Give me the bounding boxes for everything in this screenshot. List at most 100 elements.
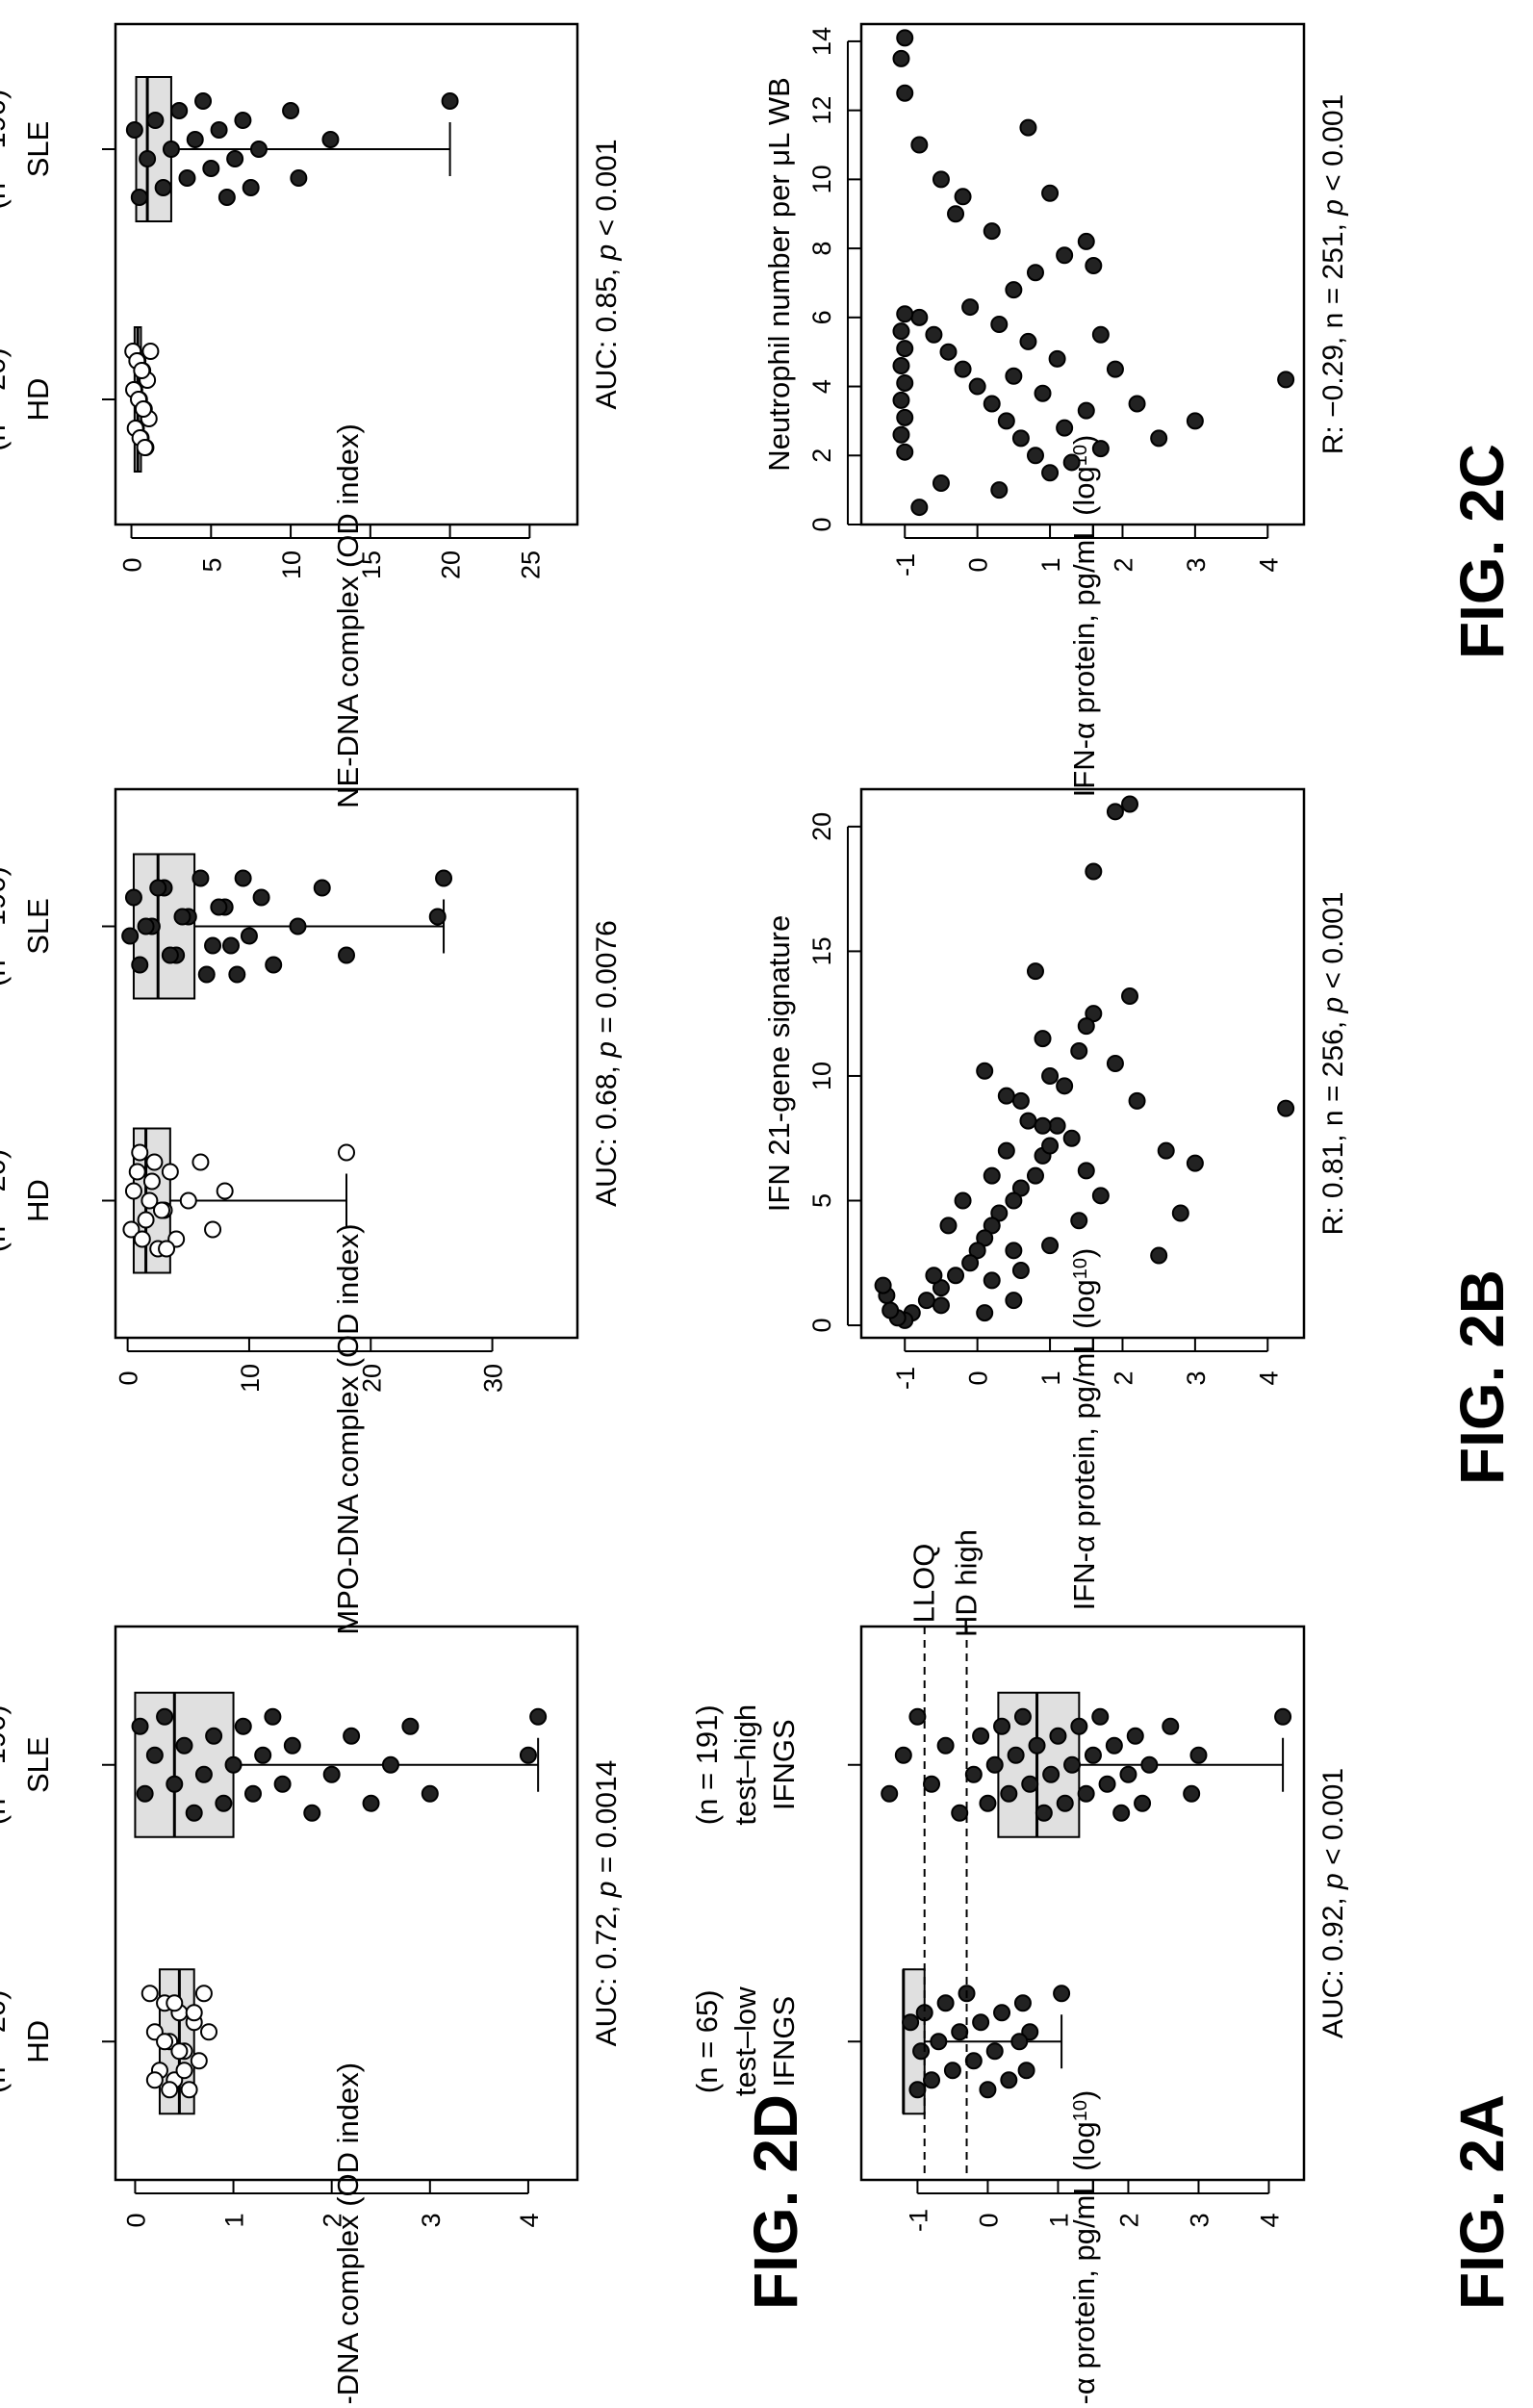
panel-2d-ne-data-point: [170, 102, 189, 119]
panel-2c-data-point: [1026, 447, 1044, 465]
panel-2b-data-point: [1041, 1137, 1060, 1155]
panel-2b-data-point: [1128, 1091, 1146, 1110]
panel-2c-y-tick-label: 3: [1182, 557, 1211, 572]
panel-2b-data-point: [1034, 1116, 1052, 1135]
panel-2c-data-point: [1034, 384, 1052, 402]
panel-2b-y-axis-label: IFN-α protein, pg/mL (log10): [1067, 1248, 1101, 1611]
panel-2d-cith3-data-point: [161, 2081, 179, 2099]
panel-2d-mpo-data-point: [240, 927, 258, 945]
panel-2c-data-point: [1085, 257, 1103, 275]
panel-2d-mpo-data-point: [252, 888, 270, 907]
panel-2a-category-sublabel: test–high: [728, 1704, 762, 1826]
panel-2c-data-point: [1091, 325, 1110, 344]
panel-2b-data-point: [997, 1087, 1015, 1105]
panel-2d-mpo-data-point: [133, 1230, 151, 1248]
panel-2d-ne-category-n: (n = 20): [0, 347, 12, 451]
panel-2b-data-point: [1019, 1112, 1037, 1130]
panel-2b-data-point: [1041, 1066, 1060, 1085]
panel-2a-data-point: [979, 2081, 997, 2099]
panel-2d-mpo-data-point: [149, 879, 167, 897]
panel-2a-data-point: [972, 2013, 990, 2032]
panel-2c-data-point: [1150, 429, 1168, 448]
panel-2c-data-point: [1077, 401, 1095, 420]
panel-2d-ne-data-point: [141, 343, 160, 360]
panel-2b-data-point: [1106, 803, 1124, 821]
panel-2b-data-point: [1091, 1187, 1110, 1205]
panel-2a-y-tick-label: 1: [1044, 2213, 1073, 2227]
panel-2d-mpo-data-point: [161, 1163, 179, 1181]
panel-2d-mpo-category-label: HD: [21, 1179, 55, 1222]
panel-2d-mpo-data-point: [142, 1172, 161, 1191]
panel-2d-cith3-data-point: [205, 1727, 223, 1745]
panel-2c-x-tick-label: 8: [807, 242, 836, 256]
panel-2b-data-point: [990, 1204, 1009, 1222]
panel-2c-data-point: [939, 343, 958, 361]
panel-2c-data-point: [1005, 367, 1023, 385]
panel-2b-annotation: R: 0.81, n = 256, p < 0.001: [1317, 892, 1349, 1236]
panel-2c-data-point: [892, 391, 910, 409]
panel-2d-ne-data-point: [162, 141, 180, 158]
panel-2a-data-point: [985, 2042, 1004, 2061]
panel-2c-data-point: [1128, 395, 1146, 413]
panel-2c-y-tick-label: 1: [1036, 557, 1065, 572]
panel-2c-data-point: [954, 360, 972, 378]
panel-2a-data-point: [1189, 1746, 1208, 1764]
panel-2d-cith3-box: [134, 1691, 235, 1838]
panel-2a-data-point: [964, 2052, 983, 2070]
panel-2a-y-tick-label: 4: [1255, 2213, 1284, 2227]
panel-2b-y-tick-label: 4: [1254, 1371, 1283, 1385]
panel-2d-cith3-category-n: (n = 190): [0, 1704, 12, 1825]
panel-2a-data-point: [1013, 1994, 1032, 2012]
panel-2a-data-point: [993, 1717, 1011, 1735]
panel-2d-mpo-data-point: [338, 1143, 355, 1162]
panel-2d-cith3-data-point: [381, 1755, 399, 1774]
panel-2d-cith3-data-point: [303, 1804, 321, 1822]
panel-2d-cith3-y-tick-label: 0: [121, 2213, 150, 2227]
panel-2d-mpo-data-point: [137, 917, 155, 935]
panel-2c-data-point: [1041, 184, 1060, 202]
panel-2c-data-point: [892, 49, 910, 67]
panel-2d-cith3-data-point: [131, 1717, 149, 1735]
panel-2a-category-n: (n = 65): [690, 1989, 724, 2093]
panel-2d-mpo-data-point: [145, 1153, 164, 1171]
panel-2b-y-tick-label: 3: [1182, 1371, 1211, 1385]
panel-2d-cith3-data-point: [194, 1765, 213, 1783]
panel-2c-y-tick-label: -1: [891, 553, 920, 576]
panel-2a-category-label: IFNGS: [767, 1996, 801, 2088]
panel-2d-cith3-data-point: [343, 1727, 361, 1745]
panel-2a-category-sublabel: test–low: [728, 1986, 762, 2096]
panel-2c-data-point: [1077, 232, 1095, 250]
panel-2b-data-point: [939, 1217, 958, 1235]
panel-2b-data-point: [1106, 1055, 1124, 1072]
panel-2a-data-point: [1028, 1736, 1046, 1755]
panel-2b-data-point: [976, 1062, 994, 1080]
panel-2d-cith3-data-point: [156, 1707, 174, 1726]
panel-2d-cith3-data-point: [175, 1736, 193, 1755]
panel-2a-data-point: [1140, 1755, 1159, 1774]
panel-2c-x-tick-label: 0: [807, 517, 836, 531]
panel-2b-data-point: [925, 1267, 943, 1285]
panel-2c-data-point: [932, 170, 950, 189]
panel-2a-y-tick-label: 0: [974, 2213, 1003, 2227]
panel-2b-data-point: [961, 1254, 980, 1272]
panel-2d-ne-category-label: HD: [21, 378, 55, 422]
panel-2c-data-point: [896, 408, 914, 426]
panel-2d-ne-data-point: [178, 169, 196, 187]
panel-2d-ne-data-point: [441, 92, 459, 110]
panel-2a-data-point: [993, 2004, 1011, 2022]
panel-2d-mpo-data-point: [210, 898, 228, 916]
panel-2d-cith3-data-point: [273, 1775, 292, 1793]
panel-2c-data-point: [954, 188, 972, 206]
panel-2d-cith3-data-point: [136, 1784, 154, 1803]
panel-2d-ne-y-tick-label: 15: [357, 551, 386, 579]
panel-2d-mpo-data-point: [158, 1240, 176, 1258]
panel-2d-cith3-data-point: [254, 1746, 272, 1764]
panel-2d-ne-data-point: [242, 179, 260, 196]
panel-2c-data-point: [892, 357, 910, 375]
panel-2b-data-point: [976, 1229, 994, 1247]
panel-2c-data-point: [983, 222, 1001, 241]
panel-2d-ne-annotation: AUC: 0.85, p < 0.001: [591, 139, 623, 409]
panel-2c-x-tick-label: 2: [807, 448, 836, 463]
panel-2c-data-point: [1011, 429, 1030, 448]
panel-2c-annotation: R: −0.29, n = 251, p < 0.001: [1317, 94, 1349, 454]
